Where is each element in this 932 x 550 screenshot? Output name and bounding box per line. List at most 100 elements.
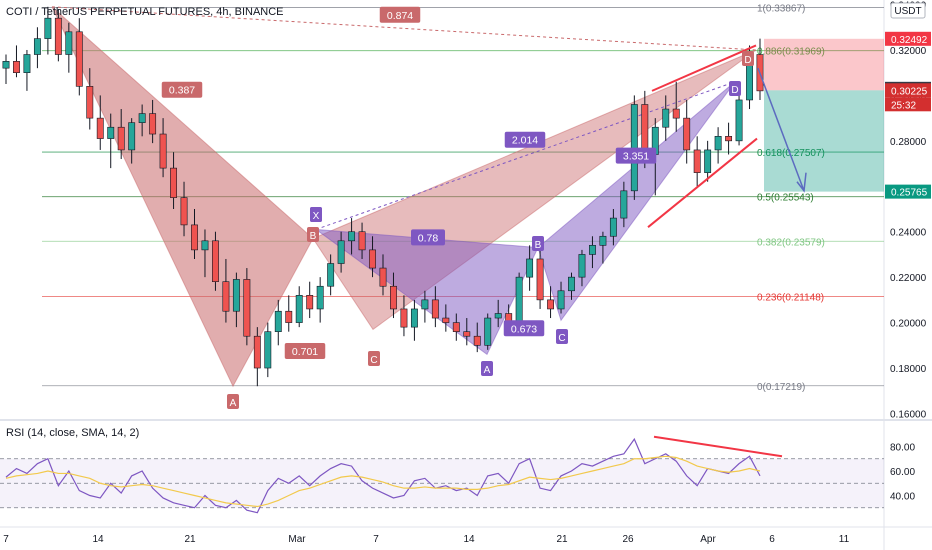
candle-body bbox=[337, 240, 345, 264]
candle-body bbox=[107, 126, 115, 139]
candle-body bbox=[96, 117, 104, 139]
candle bbox=[23, 49, 31, 91]
take-profit-zone bbox=[764, 90, 884, 192]
candle-body bbox=[23, 54, 31, 73]
candle-body bbox=[599, 235, 607, 246]
candle-body bbox=[327, 263, 335, 287]
rsi-sma-line bbox=[5, 455, 761, 508]
candle bbox=[33, 27, 41, 69]
fib-level-label: 0.886(0.31969) bbox=[757, 47, 825, 58]
candle bbox=[117, 109, 125, 160]
point-label: C bbox=[558, 333, 565, 344]
candle-body bbox=[672, 108, 680, 119]
candle bbox=[306, 281, 314, 319]
candle-body bbox=[170, 167, 177, 198]
ratio-label: 2.014 bbox=[512, 135, 538, 147]
time-tick-label: 11 bbox=[839, 534, 850, 545]
pattern2-xd-line bbox=[315, 81, 736, 230]
candle-body bbox=[609, 217, 617, 237]
point-label-box bbox=[556, 329, 568, 344]
time-tick-label: 21 bbox=[184, 534, 196, 545]
candle bbox=[735, 95, 743, 146]
candle bbox=[714, 127, 722, 164]
candle-body bbox=[421, 299, 429, 310]
point-label: C bbox=[370, 355, 377, 366]
candle bbox=[536, 249, 544, 309]
candle-body bbox=[264, 331, 272, 369]
point-label: B bbox=[535, 240, 542, 251]
candle bbox=[662, 95, 670, 141]
candle bbox=[442, 304, 450, 332]
ratio-box bbox=[411, 229, 445, 246]
candle bbox=[431, 286, 439, 328]
candle bbox=[379, 254, 387, 296]
candle-body bbox=[201, 240, 209, 251]
time-tick-label: 14 bbox=[463, 534, 475, 545]
currency-button[interactable]: USDT bbox=[890, 2, 926, 19]
candle bbox=[390, 272, 397, 319]
point-label-box bbox=[481, 361, 493, 376]
time-tick-label: 6 bbox=[769, 534, 775, 545]
candle-body bbox=[13, 61, 20, 73]
candle-body bbox=[578, 254, 586, 278]
candle-body bbox=[693, 149, 701, 173]
point-label-box bbox=[310, 207, 322, 222]
candle bbox=[484, 313, 492, 350]
candle bbox=[86, 68, 94, 130]
price-tag-label: 25:32 bbox=[891, 100, 916, 111]
wedge-upper-line bbox=[651, 44, 757, 92]
candle-body bbox=[149, 113, 157, 135]
fib-level-label: 0.5(0.25543) bbox=[757, 193, 814, 204]
candle-body bbox=[589, 245, 596, 255]
candle-body bbox=[253, 335, 261, 369]
price-tick-label: 0.16000 bbox=[890, 409, 927, 420]
candle bbox=[557, 281, 565, 314]
rsi-pane[interactable]: 80.00 60.00 40.00 bbox=[0, 435, 915, 514]
rsi-line bbox=[5, 437, 761, 514]
price-tag-box bbox=[885, 31, 931, 46]
ratio-box bbox=[504, 131, 546, 148]
point-label-box bbox=[729, 81, 741, 96]
candle-body bbox=[463, 331, 471, 337]
candle bbox=[253, 327, 261, 387]
candle-body bbox=[379, 267, 387, 287]
candle bbox=[526, 245, 534, 291]
candle-body bbox=[557, 290, 565, 310]
ratio-box bbox=[615, 147, 657, 164]
ratio-label: 3.351 bbox=[623, 151, 649, 163]
candle-body bbox=[442, 317, 450, 323]
candle bbox=[274, 299, 282, 346]
candle bbox=[212, 231, 219, 291]
candle-body bbox=[683, 117, 691, 151]
chart-title: COTI / TetherUS PERPETUAL FUTURES, 4h, B… bbox=[6, 6, 284, 18]
candle-body bbox=[316, 285, 324, 310]
candle bbox=[620, 181, 628, 228]
price-tag-label: 0.32492 bbox=[891, 35, 928, 46]
candle bbox=[201, 229, 209, 278]
price-tag-box bbox=[885, 83, 931, 98]
point-label: X bbox=[313, 211, 320, 222]
price-tick-label: 0.22000 bbox=[890, 273, 927, 284]
candle-body bbox=[2, 61, 10, 69]
candle-body bbox=[704, 149, 712, 173]
candle bbox=[264, 322, 272, 378]
fib-level-label: 0.618(0.27507) bbox=[757, 148, 825, 159]
candle-body bbox=[44, 17, 52, 39]
candle bbox=[609, 209, 617, 246]
price-tag-label: 0.30225 bbox=[891, 86, 928, 97]
price-tick-label: 0.24000 bbox=[890, 228, 927, 239]
candle bbox=[65, 22, 73, 73]
candle bbox=[327, 254, 335, 296]
candle-body bbox=[212, 240, 219, 282]
candle-body bbox=[159, 133, 167, 169]
candle bbox=[191, 209, 198, 259]
ratio-label: 0.874 bbox=[387, 10, 413, 22]
candle bbox=[494, 299, 502, 328]
currency-label: USDT bbox=[894, 6, 921, 17]
candle-body bbox=[725, 136, 733, 142]
candle-body bbox=[735, 99, 743, 142]
rsi-divergence-line bbox=[653, 435, 783, 458]
candle bbox=[316, 277, 324, 323]
